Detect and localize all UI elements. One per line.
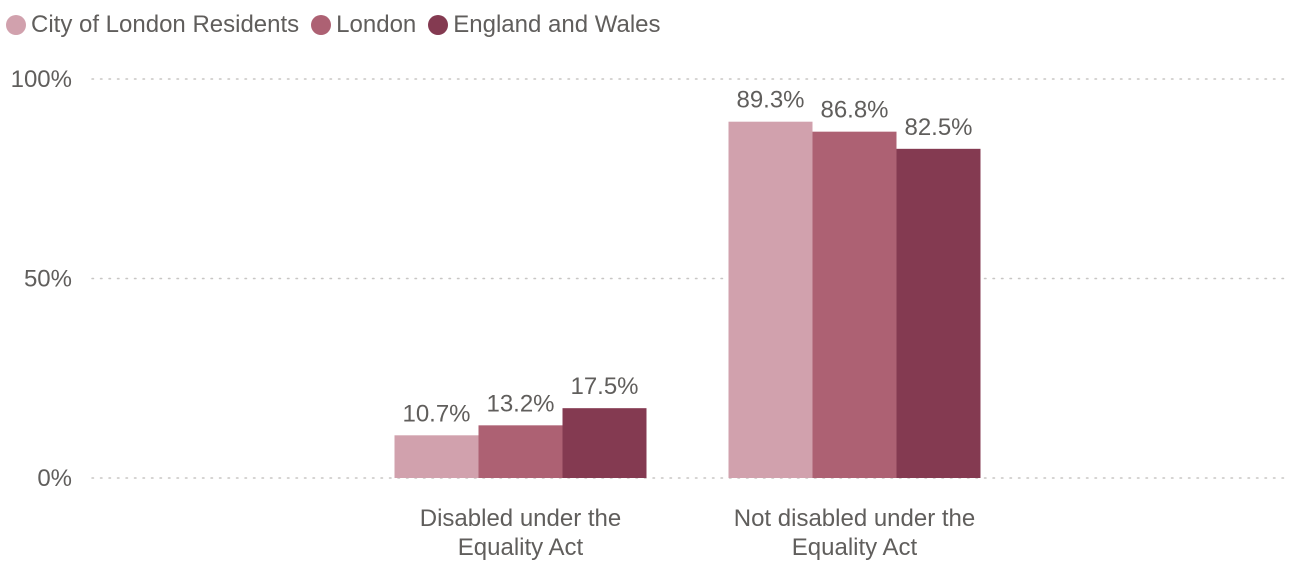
data-label: 17.5% bbox=[570, 373, 638, 400]
legend-label: City of London Residents bbox=[31, 11, 300, 38]
legend-item-london[interactable]: London bbox=[311, 11, 416, 39]
legend-item-england-and-wales[interactable]: England and Wales bbox=[428, 11, 661, 39]
y-tick-label: 50% bbox=[24, 266, 72, 293]
y-tick-label: 0% bbox=[37, 465, 72, 492]
bar bbox=[562, 408, 647, 478]
data-label: 89.3% bbox=[736, 87, 804, 114]
legend-dot-icon bbox=[428, 15, 449, 35]
data-label: 82.5% bbox=[904, 114, 972, 141]
y-tick-label: 100% bbox=[11, 66, 72, 93]
bar bbox=[728, 121, 813, 479]
legend-dot-icon bbox=[311, 15, 332, 35]
x-tick-label: Equality Act bbox=[458, 534, 584, 561]
bar bbox=[478, 425, 563, 478]
chart-legend: City of London Residents London England … bbox=[6, 10, 673, 40]
y-axis: 0% 50% 100% bbox=[11, 66, 72, 492]
legend-label: England and Wales bbox=[453, 11, 661, 38]
data-label: 13.2% bbox=[486, 390, 554, 417]
data-label: 10.7% bbox=[402, 400, 470, 427]
legend-dot-icon bbox=[6, 15, 26, 35]
gridlines bbox=[91, 78, 1291, 479]
bar bbox=[394, 435, 479, 478]
data-labels: 10.7% 13.2% 17.5% 89.3% 86.8% 82.5% bbox=[402, 87, 972, 428]
legend-item-city-of-london[interactable]: City of London Residents bbox=[6, 11, 299, 39]
x-tick-label: Disabled under the bbox=[420, 505, 621, 532]
bar bbox=[812, 131, 897, 478]
bar bbox=[896, 148, 981, 478]
x-tick-label: Equality Act bbox=[792, 534, 918, 561]
legend-label: London bbox=[336, 11, 417, 38]
data-label: 86.8% bbox=[820, 97, 888, 124]
x-tick-label: Not disabled under the bbox=[734, 505, 976, 532]
bars bbox=[394, 121, 981, 479]
